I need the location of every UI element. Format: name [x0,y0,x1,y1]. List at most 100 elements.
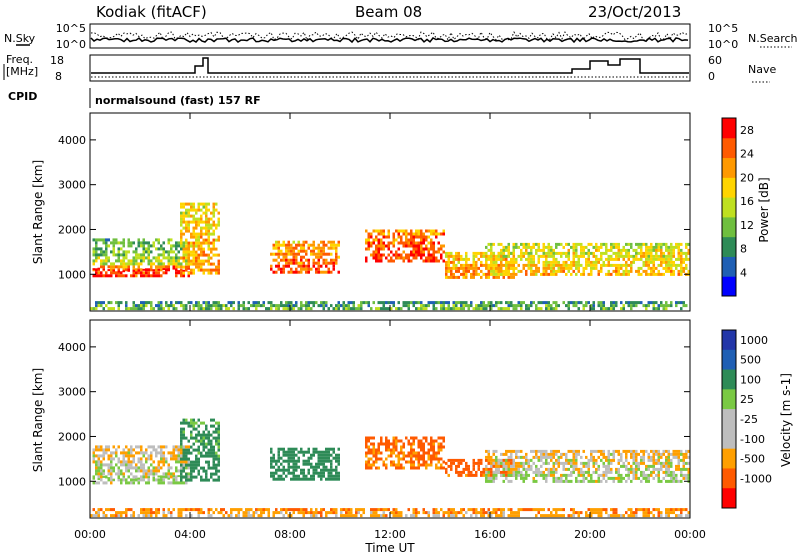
power-cell [567,301,570,305]
power-cell [397,307,400,311]
power-cell [312,252,315,256]
velocity-cell [520,470,523,474]
power-cell [537,242,540,246]
power-cell [347,307,350,311]
power-cell [307,307,310,311]
velocity-cell [337,471,340,475]
velocity-cell [642,470,645,474]
power-cell [650,272,653,276]
power-cell [482,304,485,308]
power-cell [525,272,528,276]
power-cell [500,263,503,267]
power-cell [447,307,450,311]
power-cell [315,267,318,271]
velocity-cell [97,511,100,515]
power-cell [365,259,368,263]
power-cell [445,272,448,276]
power-cell [495,269,498,273]
power-cell [207,208,210,212]
power-cell [112,247,115,251]
power-cell [380,307,383,311]
power-cell [500,251,503,255]
power-cell [562,301,565,305]
velocity-cell [602,452,605,456]
power-cell [395,307,398,311]
velocity-cell [432,445,435,449]
velocity-cell [372,454,375,458]
velocity-cell [310,474,313,478]
power-cell [187,259,190,263]
velocity-cell [502,479,505,483]
power-cell [232,307,235,311]
velocity-cell [640,458,643,462]
power-cell [452,275,455,279]
velocity-cell [287,447,290,451]
velocity-cell [520,508,523,512]
power-cell [677,248,680,252]
velocity-cell [205,436,208,440]
power-cell [650,242,653,246]
velocity-cell [237,511,240,515]
power-cell [640,248,643,252]
power-cell [135,259,138,263]
velocity-cell [675,473,678,477]
power-cell [585,245,588,249]
velocity-cell [150,445,153,449]
power-cell [145,304,148,308]
power-cell [302,267,305,271]
velocity-cell [150,508,153,512]
power-cell [442,307,445,311]
velocity-cell [182,451,185,455]
velocity-cell [130,508,133,512]
velocity-cell [687,470,690,474]
power-cell [420,232,423,236]
velocity-cell [137,481,140,485]
power-cell [672,260,675,264]
power-cell [135,274,138,278]
velocity-cell [242,511,245,515]
velocity-cell [152,466,155,470]
velocity-cell [202,478,205,482]
power-cell [207,223,210,227]
power-cell [212,253,215,257]
velocity-cell [137,469,140,473]
velocity-cell [505,467,508,471]
velocity-cell [555,449,558,453]
velocity-cell [317,511,320,515]
velocity-cell [365,451,368,455]
power-cell [685,251,688,255]
velocity-cell [190,469,193,473]
power-cell [590,269,593,273]
power-cell [337,240,340,244]
power-cell [562,263,565,267]
power-cell [592,263,595,267]
velocity-cell [197,457,200,461]
power-cell [182,253,185,257]
power-cell [605,307,608,311]
power-cell [542,254,545,258]
power-cell [330,246,333,250]
power-cell [117,304,120,308]
power-cell [307,261,310,265]
power-cell [452,254,455,258]
power-cell [535,269,538,273]
velocity-cell [537,455,540,459]
power-cell [200,235,203,239]
velocity-cell [615,470,618,474]
power-cell [620,307,623,311]
velocity-echo-region [485,449,690,483]
power-cell [210,262,213,266]
velocity-cell [107,472,110,476]
power-cell [457,251,460,255]
velocity-cell [110,472,113,476]
power-cell [520,257,523,261]
power-cell [237,304,240,308]
velocity-cell [545,461,548,465]
power-cell [630,245,633,249]
velocity-cell [535,452,538,456]
power-cell [532,263,535,267]
velocity-cell [457,461,460,465]
velocity-cell [97,448,100,452]
power-cell [415,232,418,236]
velocity-cell [100,478,103,482]
